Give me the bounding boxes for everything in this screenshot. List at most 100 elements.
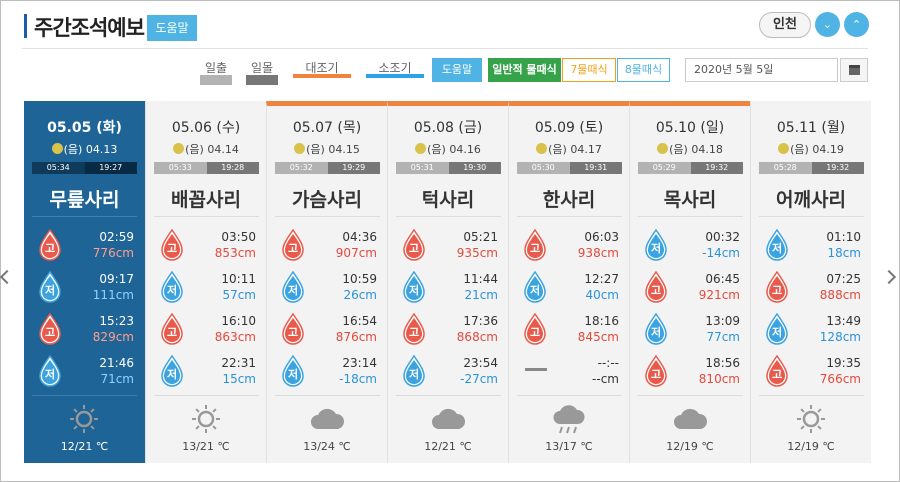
tide-type-label: 고: [771, 368, 783, 381]
day-date: 05.10 (일): [655, 120, 725, 136]
low-tide-drop-icon: 저: [765, 228, 789, 261]
high-tide-drop-icon: 고: [765, 354, 789, 387]
tide-row: 고 15:23 829cm: [38, 312, 134, 349]
sun-times: 05:32 19:29: [275, 162, 380, 174]
moon-icon: [536, 143, 548, 154]
tide-row: 고 19:35 766cm: [765, 354, 861, 391]
tide-level: -27cm: [460, 372, 498, 386]
sunrise-time: 05:33: [154, 162, 207, 174]
tide-level: 18cm: [827, 246, 861, 260]
day-date: 05.07 (목): [292, 120, 362, 136]
tide-level: 111cm: [92, 288, 134, 302]
tide-row: 고 18:56 810cm: [644, 354, 740, 391]
legend-spring-label: 대조기: [305, 61, 339, 75]
low-tide-drop-icon: 저: [402, 270, 426, 303]
tide-level: 71cm: [100, 372, 134, 386]
day-column[interactable]: 05.05 (화) (음) 04.13 05:34 19:27 무릎사리 고 02:59 77…: [24, 101, 145, 463]
sunset-time: 19:31: [569, 162, 622, 174]
high-tide-drop-icon: 고: [523, 312, 547, 345]
temperature: 13/17 ℃: [545, 440, 593, 453]
day-column[interactable]: 05.09 (토) (음) 04.17 05:30 19:31 한사리 고 06:03 938…: [508, 101, 629, 463]
tide-time: 18:16: [584, 314, 619, 328]
tide-time: 01:10: [826, 230, 861, 244]
tide-type-label: 저: [408, 284, 420, 297]
tide-row: 고 16:10 863cm: [160, 312, 256, 349]
moon-icon: [657, 143, 669, 154]
tide-row: --:-- --cm: [523, 355, 619, 391]
legend-help-button[interactable]: 도움말: [432, 58, 482, 82]
mode-8-button[interactable]: 8물때식: [617, 58, 670, 82]
tide-level: 888cm: [819, 288, 861, 302]
day-column[interactable]: 05.11 (월) (음) 04.19 05:28 19:32 어깨사리 저 01:10 18…: [750, 101, 871, 463]
low-tide-drop-icon: 저: [281, 270, 305, 303]
tide-row: 고 07:25 888cm: [765, 270, 861, 307]
high-tide-drop-icon: 고: [402, 312, 426, 345]
tide-time: 23:54: [463, 356, 498, 370]
tide-time: 09:17: [99, 272, 134, 286]
tide-row: 저 12:27 40cm: [523, 270, 619, 307]
day-column[interactable]: 05.08 (금) (음) 04.16 05:31 19:30 턱사리 고 05:21 935…: [387, 101, 508, 463]
temperature: 13/21 ℃: [182, 440, 230, 453]
tide-level: 935cm: [456, 246, 498, 260]
sunset-time: 19:32: [811, 162, 864, 174]
tide-row: 저 00:32 -14cm: [644, 228, 740, 265]
expand-button[interactable]: ⌄: [815, 12, 840, 37]
day-column[interactable]: 05.07 (목) (음) 04.15 05:32 19:29 가슴사리 고 04:36 90…: [266, 101, 387, 463]
sunrise-time: 05:31: [396, 162, 449, 174]
tide-level: -14cm: [702, 246, 740, 260]
tide-type-label: 고: [529, 242, 541, 255]
mode-normal-button[interactable]: 일반적 물때식: [488, 58, 561, 82]
tide-level: 921cm: [698, 288, 740, 302]
tide-level: --cm: [592, 372, 619, 386]
legend-sunset-swatch: [246, 75, 278, 85]
tide-time: 21:46: [99, 356, 134, 370]
temperature: 12/19 ℃: [666, 440, 714, 453]
tide-row: 저 22:31 15cm: [160, 354, 256, 391]
tide-type-label: 고: [408, 242, 420, 255]
low-tide-drop-icon: 저: [281, 354, 305, 387]
tide-row: 고 06:03 938cm: [523, 228, 619, 265]
tide-row: 저 01:10 18cm: [765, 228, 861, 265]
tide-level: 128cm: [819, 330, 861, 344]
tide-time: 23:14: [342, 356, 377, 370]
tide-row: 저 13:49 128cm: [765, 312, 861, 349]
lunar-date-text: (음) 04.15: [306, 143, 360, 156]
high-tide-drop-icon: 고: [644, 270, 668, 303]
lunar-date: (음) 04.17: [509, 141, 629, 157]
calendar-button[interactable]: [840, 58, 868, 82]
region-selector[interactable]: 인천: [759, 12, 811, 38]
collapse-button[interactable]: ⌃: [844, 12, 869, 37]
cloudy-icon: [672, 403, 708, 435]
tide-time: 13:09: [705, 314, 740, 328]
day-date: 05.08 (금): [413, 120, 483, 136]
day-column[interactable]: 05.10 (일) (음) 04.18 05:29 19:32 목사리 저 00:32 -14…: [629, 101, 750, 463]
divider: [396, 216, 501, 217]
temperature: 12/21 ℃: [60, 440, 109, 453]
tide-level: 57cm: [222, 288, 256, 302]
sun-times: 05:28 19:32: [759, 162, 864, 174]
help-button[interactable]: 도움말: [147, 15, 197, 41]
sunny-icon: [66, 403, 102, 435]
lunar-date: (음) 04.16: [388, 141, 508, 157]
low-tide-drop-icon: 저: [402, 354, 426, 387]
tide-row: 고 05:21 935cm: [402, 228, 498, 265]
tide-time: 10:11: [221, 272, 256, 286]
temperature: 12/21 ℃: [424, 440, 472, 453]
low-tide-drop-icon: 저: [38, 354, 62, 387]
day-column[interactable]: 05.06 (수) (음) 04.14 05:33 19:28 배꼽사리 고 03:50 85…: [145, 101, 266, 463]
lunar-date: (음) 04.19: [751, 141, 871, 157]
day-date: 05.06 (수): [171, 120, 241, 136]
tide-row: 저 10:11 57cm: [160, 270, 256, 307]
sunrise-time: 05:29: [638, 162, 691, 174]
calendar-icon: [849, 65, 860, 75]
tide-time: 22:31: [221, 356, 256, 370]
date-input[interactable]: 2020년 5월 5일: [685, 58, 838, 82]
mode-7-button[interactable]: 7물때식: [562, 58, 616, 82]
sun-times: 05:33 19:28: [154, 162, 259, 174]
day-date: 05.09 (토): [534, 120, 604, 136]
legend-sunrise-label: 일출: [204, 61, 228, 75]
tide-type-label: 저: [771, 242, 783, 255]
tide-row: 저 11:44 21cm: [402, 270, 498, 307]
lunar-date-text: (음) 04.18: [669, 143, 723, 156]
tide-level: -18cm: [339, 372, 377, 386]
